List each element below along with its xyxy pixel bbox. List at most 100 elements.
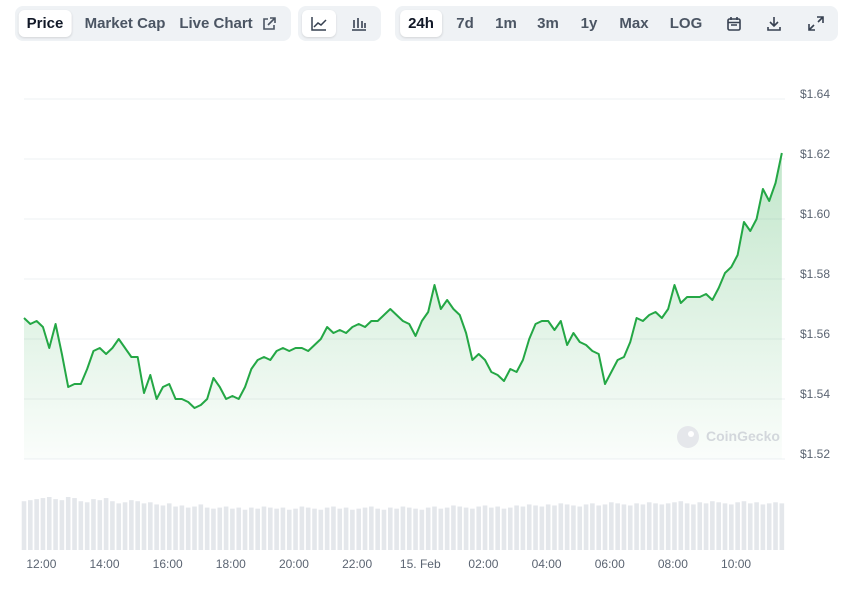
external-icon [263, 17, 276, 30]
volume-bar [274, 508, 279, 550]
range-button[interactable]: Max [619, 15, 649, 32]
volume-bar [564, 504, 570, 550]
volume-bar [495, 506, 500, 550]
volume-bar [154, 504, 159, 550]
watermark: CoinGecko [677, 426, 780, 448]
volume-bar [78, 501, 84, 550]
volume-bar [520, 506, 526, 550]
tab[interactable]: Market Cap [84, 15, 166, 32]
x-tick-label: 10:00 [721, 557, 751, 571]
volume-bar [179, 505, 185, 550]
x-tick-label: 08:00 [658, 557, 688, 571]
volume-bar [217, 507, 223, 550]
volume-bar [116, 503, 122, 550]
volume-bar [65, 497, 71, 550]
volume-bar [684, 503, 690, 550]
volume-bar [267, 507, 273, 550]
volume-bar [236, 507, 242, 550]
volume-bar [577, 506, 583, 550]
volume-bar [697, 502, 703, 550]
tab[interactable]: Live Chart [179, 15, 253, 32]
volume-bar [135, 501, 140, 550]
volume-bar [507, 507, 513, 550]
volume-bar [160, 505, 166, 550]
volume-bar [526, 504, 532, 550]
volume-bar [249, 507, 254, 550]
volume-bar [198, 504, 204, 550]
volume-bar [703, 503, 709, 550]
volume-bar [419, 509, 425, 550]
range-group: 24h 7d 1m 3m 1y Max LOG [395, 6, 838, 41]
volume-bar [596, 505, 601, 550]
volume-bar [672, 502, 677, 550]
candle-chart-button[interactable] [342, 10, 376, 37]
x-tick-label: 20:00 [279, 557, 309, 571]
tab[interactable]: Price [18, 10, 72, 37]
volume-bar [533, 505, 538, 550]
volume-bar [716, 502, 721, 550]
volume-bar [337, 508, 343, 550]
fullscreen-button[interactable] [799, 10, 833, 37]
line-chart-button[interactable] [302, 10, 336, 37]
volume-bar [482, 505, 488, 550]
range-button[interactable]: 7d [456, 15, 474, 32]
volume-bar [230, 508, 235, 550]
volume-bar [166, 503, 172, 550]
range-button[interactable]: 1m [495, 15, 517, 32]
volume-bar [773, 502, 778, 550]
volume-bar [84, 502, 90, 550]
volume-bar [602, 504, 608, 550]
volume-bar [514, 505, 519, 550]
y-tick-label: $1.54 [800, 387, 830, 401]
volume-bar [394, 508, 399, 550]
y-tick-label: $1.60 [800, 207, 830, 221]
x-tick-label: 16:00 [153, 557, 183, 571]
y-tick-label: $1.56 [800, 327, 830, 341]
volume-bar [173, 506, 178, 550]
volume-bar [318, 509, 324, 550]
volume-bar [34, 499, 39, 550]
volume-bar [501, 508, 507, 550]
volume-bar [204, 507, 210, 550]
volume-bar [299, 506, 305, 550]
volume-bar [103, 498, 109, 550]
volume-bar [634, 503, 639, 550]
y-tick-label: $1.62 [800, 147, 830, 161]
volume-bar [223, 506, 229, 550]
volume-bar [312, 508, 317, 550]
volume-bar [571, 505, 576, 550]
volume-bar [558, 503, 564, 550]
x-tick-label: 14:00 [90, 557, 120, 571]
download-button[interactable] [757, 10, 791, 37]
range-button[interactable]: 1y [580, 15, 598, 32]
volume-bar [350, 509, 355, 550]
volume-bar [609, 502, 614, 550]
y-tick-label: $1.58 [800, 267, 830, 281]
volume-bar [406, 507, 412, 550]
volume-bar [766, 503, 772, 550]
range-button[interactable]: 24h [400, 10, 442, 37]
x-tick-label: 04:00 [532, 557, 562, 571]
x-tick-label: 15. Feb [400, 557, 441, 571]
volume-bar [46, 497, 52, 550]
volume-bar [710, 501, 715, 550]
volume-bar [615, 503, 620, 550]
volume-bar [110, 501, 115, 550]
volume-bar [779, 503, 785, 550]
volume-bar [735, 502, 740, 550]
volume-bar [747, 503, 753, 550]
x-tick-label: 22:00 [342, 557, 372, 571]
calendar-button[interactable] [717, 10, 751, 37]
log-button[interactable]: LOG [669, 15, 703, 32]
range-button[interactable]: 3m [537, 15, 559, 32]
volume-bar [91, 499, 96, 550]
volume-bar [387, 507, 393, 550]
volume-bar [583, 504, 589, 550]
volume-bar [28, 500, 33, 550]
volume-bar [148, 502, 153, 550]
volume-bar [476, 506, 482, 550]
volume-bar [627, 505, 633, 550]
y-tick-label: $1.52 [800, 447, 830, 461]
volume-bar [463, 507, 469, 550]
